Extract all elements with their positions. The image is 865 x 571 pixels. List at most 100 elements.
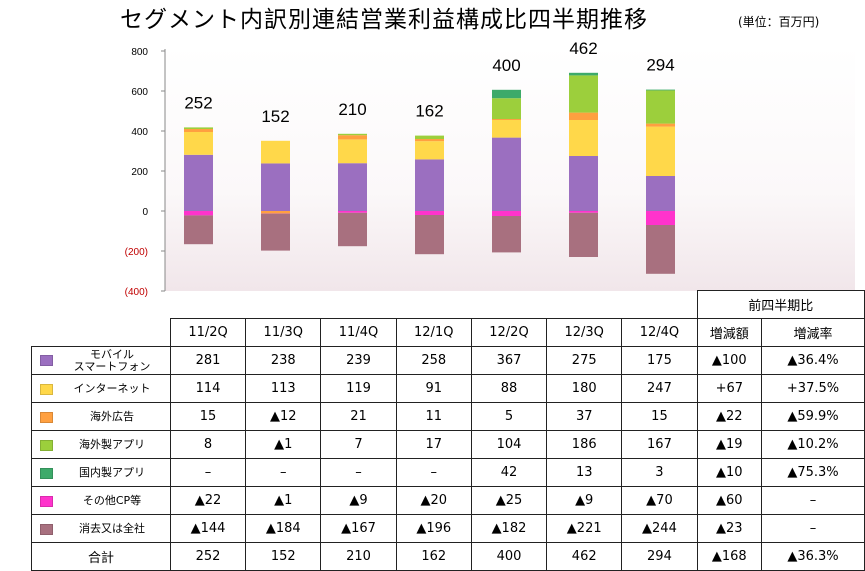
- legend-swatch: [40, 383, 53, 395]
- value-cell: 247: [621, 374, 698, 403]
- value-cell: 367: [470, 346, 548, 375]
- bar-segment: [261, 163, 290, 211]
- bar-segment: [338, 135, 367, 140]
- value-cell: 239: [320, 346, 397, 375]
- value-cell: 8: [169, 430, 247, 459]
- value-cell: 275: [546, 346, 623, 375]
- unit-label: (単位：百万円): [738, 15, 820, 29]
- value-cell: 37: [546, 402, 623, 431]
- value-cell: 15: [621, 402, 698, 431]
- value-cell: 238: [245, 346, 322, 375]
- quarter-header: 11/3Q: [245, 318, 322, 347]
- rate-header: 増減率: [761, 318, 865, 347]
- bar-segment: [415, 141, 444, 160]
- value-cell: ▲184: [245, 514, 322, 543]
- quarter-header: 12/1Q: [395, 318, 472, 347]
- bar-segment: [646, 225, 675, 274]
- bar-segment: [415, 159, 444, 211]
- bar-segment: [569, 156, 598, 211]
- bar-segment: [569, 120, 598, 156]
- row-label: その他CP等: [31, 486, 171, 515]
- quarter-header: 11/2Q: [169, 318, 247, 347]
- bar-segment: [261, 140, 290, 164]
- total-label: 152: [261, 107, 289, 126]
- rate-cell: +37.5%: [761, 374, 865, 403]
- quarter-header: 12/4Q: [621, 318, 698, 347]
- bar-segment: [569, 72, 598, 76]
- total-label: 252: [184, 93, 212, 112]
- bar-segment: [646, 126, 675, 176]
- legend-swatch: [40, 523, 53, 535]
- bar-segment: [415, 211, 444, 215]
- row-label: 国内製アプリ: [31, 458, 171, 487]
- bar-segment: [184, 129, 213, 132]
- rate-cell: ▲75.3%: [761, 458, 865, 487]
- bar-segment: [261, 213, 290, 251]
- bar-segment: [569, 211, 598, 213]
- value-cell: 17: [395, 430, 472, 459]
- table-row: 海外製アプリ 8 ▲1 7 17 104 186 167 ▲19 ▲10.2%: [31, 430, 865, 459]
- bar-segment: [646, 123, 675, 127]
- table-row: 海外広告 15 ▲12 21 11 5 37 15 ▲22 ▲59.9%: [31, 402, 865, 431]
- table-row: インターネット 114 113 119 91 88 180 247 +67 +37.5%: [31, 374, 865, 403]
- increase-cell: ▲60: [696, 486, 763, 515]
- value-cell: –: [245, 458, 322, 487]
- row-label: インターネット: [31, 374, 171, 403]
- value-cell: 258: [395, 346, 472, 375]
- value-cell: ▲182: [470, 514, 548, 543]
- bar-segment: [415, 139, 444, 142]
- increase-cell: ▲100: [696, 346, 763, 375]
- bar-segment: [415, 215, 444, 255]
- rate-cell: ▲10.2%: [761, 430, 865, 459]
- data-table: 前四半期比 11/2Q 11/3Q 11/4Q 12/1Q 12/2Q 12/3Q 12/4Q…: [31, 290, 865, 571]
- bar-segment: [184, 127, 213, 129]
- value-cell: ▲196: [395, 514, 472, 543]
- table-row: その他CP等 ▲22 ▲1 ▲9 ▲20 ▲25 ▲9 ▲70 ▲60–: [31, 486, 865, 515]
- total-label: 462: [569, 39, 597, 58]
- bar-segment: [338, 139, 367, 164]
- value-cell: ▲1: [245, 486, 322, 515]
- value-cell: 113: [245, 374, 322, 403]
- header-group-label: 前四半期比: [696, 290, 865, 319]
- value-cell: –: [395, 458, 472, 487]
- table-header-row: 11/2Q 11/3Q 11/4Q 12/1Q 12/2Q 12/3Q 12/4Q 増減額 増減…: [32, 318, 865, 347]
- value-cell: –: [169, 458, 247, 487]
- bar-segment: [338, 211, 367, 213]
- bar-segment: [492, 216, 521, 253]
- value-cell: 281: [169, 346, 247, 375]
- bar-segment: [492, 120, 521, 138]
- value-cell: ▲144: [169, 514, 247, 543]
- increase-cell: ▲10: [696, 458, 763, 487]
- value-cell: 7: [320, 430, 397, 459]
- value-cell: ▲1: [245, 430, 322, 459]
- y-tick-label: (400): [125, 287, 148, 298]
- rate-cell: ▲59.9%: [761, 402, 865, 431]
- value-cell: 104: [470, 430, 548, 459]
- value-cell: –: [320, 458, 397, 487]
- value-cell: 180: [546, 374, 623, 403]
- row-label: 消去又は全社: [31, 514, 171, 543]
- bar-segment: [492, 89, 521, 99]
- value-cell: ▲12: [245, 402, 322, 431]
- row-label: モバイル スマートフォン: [31, 346, 171, 375]
- bar-segment: [492, 119, 521, 120]
- value-cell: ▲9: [546, 486, 623, 515]
- row-label: 海外広告: [31, 402, 171, 431]
- total-label: 294: [646, 56, 674, 75]
- value-cell: ▲167: [320, 514, 397, 543]
- value-cell: 15: [169, 402, 247, 431]
- value-cell: ▲221: [546, 514, 623, 543]
- value-cell: 186: [546, 430, 623, 459]
- row-label-text: インターネット: [73, 382, 151, 395]
- row-label-text: 消去又は全社: [79, 522, 145, 535]
- bar-segment: [569, 112, 598, 120]
- row-label-text: 海外製アプリ: [79, 438, 145, 451]
- value-cell: 114: [169, 374, 247, 403]
- total-label: 162: [415, 102, 443, 121]
- y-tick-label: 800: [131, 47, 148, 58]
- rate-cell: ▲36.4%: [761, 346, 865, 375]
- y-tick-label: 400: [131, 127, 148, 138]
- legend-swatch: [40, 411, 53, 423]
- value-cell: ▲20: [395, 486, 472, 515]
- table-row: 消去又は全社 ▲144 ▲184 ▲167 ▲196 ▲182 ▲221 ▲244 ▲23–: [31, 514, 865, 543]
